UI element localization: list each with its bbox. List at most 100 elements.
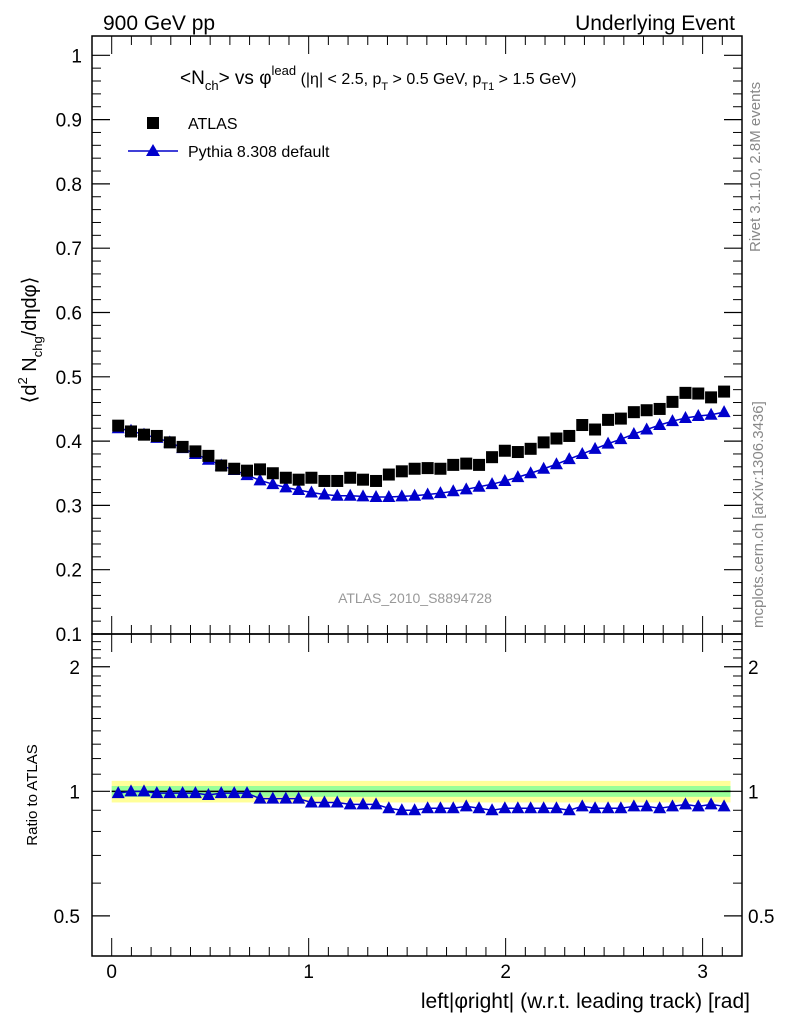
pythia-point [588, 441, 602, 454]
atlas-point [537, 436, 550, 449]
main-x-ticks [111, 36, 743, 634]
ratio-pythia-point [614, 801, 628, 814]
ratio-pythia-point [588, 801, 602, 814]
title-lead-sup: lead [272, 63, 297, 78]
atlas-point [215, 459, 228, 472]
pythia-point [433, 486, 447, 499]
main-y-tick-label: 0.4 [56, 432, 83, 453]
pythia-point [317, 487, 331, 500]
pythia-point [498, 473, 512, 486]
ylabel-sub: chg [30, 336, 45, 357]
pythia-point [665, 414, 679, 427]
x-axis-label: left|φright| (w.r.t. leading track) [rad… [421, 990, 750, 1013]
ratio-pythia-point [459, 799, 473, 812]
pythia-point [343, 488, 357, 501]
atlas-point [331, 474, 344, 487]
ratio-pythia-point [653, 801, 667, 814]
ratio-pythia-point [640, 799, 654, 812]
ylabel-tail: /dηdφ⟩ [19, 277, 41, 337]
ratio-x-axis: 0 1 2 3 [106, 634, 743, 983]
atlas-point [679, 386, 692, 399]
title-sub-t1: T1 [481, 81, 494, 93]
ratio-pythia-point [472, 801, 486, 814]
pythia-point [304, 485, 318, 498]
atlas-point [563, 429, 576, 442]
atlas-point [357, 473, 370, 486]
ratio-pythia-point [433, 801, 447, 814]
pythia-point [717, 405, 731, 418]
ratio-plot-frame [91, 633, 743, 957]
x-tick-label: 1 [303, 962, 314, 983]
ratio-pythia-point [601, 801, 615, 814]
pythia-point [485, 477, 499, 490]
ratio-pythia-point [150, 786, 164, 799]
atlas-point [305, 471, 318, 484]
atlas-point [189, 445, 202, 458]
atlas-point [292, 473, 305, 486]
atlas-point [279, 471, 292, 484]
main-y-tick-label: 0.9 [56, 111, 82, 132]
header-right-label: Underlying Event [575, 12, 735, 35]
ratio-pythia-point [498, 801, 512, 814]
atlas-point [692, 387, 705, 400]
atlas-point [486, 451, 499, 464]
pythia-point [472, 479, 486, 492]
pythia-point [266, 477, 280, 490]
x-tick-label: 2 [500, 962, 511, 983]
ratio-pythia-point [485, 803, 499, 816]
rivet-label: Rivet 3.1.10, 2.8M events [747, 82, 764, 252]
main-y-tick-label: 0.1 [56, 625, 82, 646]
atlas-point [524, 442, 537, 455]
pythia-point [704, 407, 718, 420]
atlas-point [228, 462, 241, 475]
legend-atlas-marker [147, 117, 159, 129]
pythia-point [511, 470, 525, 483]
atlas-point [602, 413, 615, 426]
ratio-pythia-point [382, 801, 396, 814]
ratio-pythia-point [562, 803, 576, 816]
main-y-tick-label: 0.2 [56, 561, 82, 582]
ylabel-open: ⟨d [19, 384, 41, 403]
x-tick-label: 0 [106, 962, 117, 983]
ratio-y-tick-label-right: 0.5 [748, 907, 774, 928]
ratio-pythia-point [717, 799, 731, 812]
ratio-y-axis-label: Ratio to ATLAS [24, 744, 41, 845]
ratio-pythia-point [253, 791, 267, 804]
atlas-point [705, 391, 718, 404]
ratio-pythia-point [137, 784, 151, 797]
ratio-pythia-point [537, 801, 551, 814]
ratio-pythia-point [665, 799, 679, 812]
ratio-pythia-point [111, 786, 125, 799]
main-y-tick-label: 0.5 [56, 368, 82, 389]
pythia-point [369, 490, 383, 503]
ratio-y-tick-label: 0.5 [54, 907, 80, 928]
legend-pythia-marker [146, 144, 160, 156]
pythia-point [524, 466, 538, 479]
title-vs-phi: > vs φ [219, 68, 272, 89]
mcplots-label: mcplots.cern.ch [arXiv:1306.3436] [750, 401, 767, 628]
ratio-pythia-point [266, 791, 280, 804]
ratio-y-tick-label-right: 2 [748, 658, 759, 679]
ratio-pythia-point [317, 795, 331, 808]
ratio-pythia-point [201, 787, 215, 800]
atlas-point [511, 446, 524, 459]
legend: ATLAS Pythia 8.308 default [128, 116, 330, 161]
atlas-point [125, 425, 137, 438]
atlas-point [473, 458, 486, 471]
atlas-series-main [112, 385, 731, 487]
atlas-point [550, 432, 563, 445]
atlas-point [640, 404, 653, 417]
ratio-pythia-point [304, 795, 318, 808]
ratio-pythia-point [292, 791, 306, 804]
atlas-point [202, 449, 215, 462]
ratio-pythia-point [176, 786, 190, 799]
title-n-sub: ch [205, 78, 219, 93]
ratio-y-tick-label: 2 [69, 658, 80, 679]
legend-atlas-label: ATLAS [188, 116, 238, 133]
main-y-tick-label: 0.6 [56, 303, 82, 324]
ratio-pythia-point [343, 797, 357, 810]
ratio-pythia-point [704, 797, 718, 810]
ratio-pythia-point [227, 786, 241, 799]
pythia-point [395, 489, 409, 502]
pythia-point [653, 418, 667, 431]
